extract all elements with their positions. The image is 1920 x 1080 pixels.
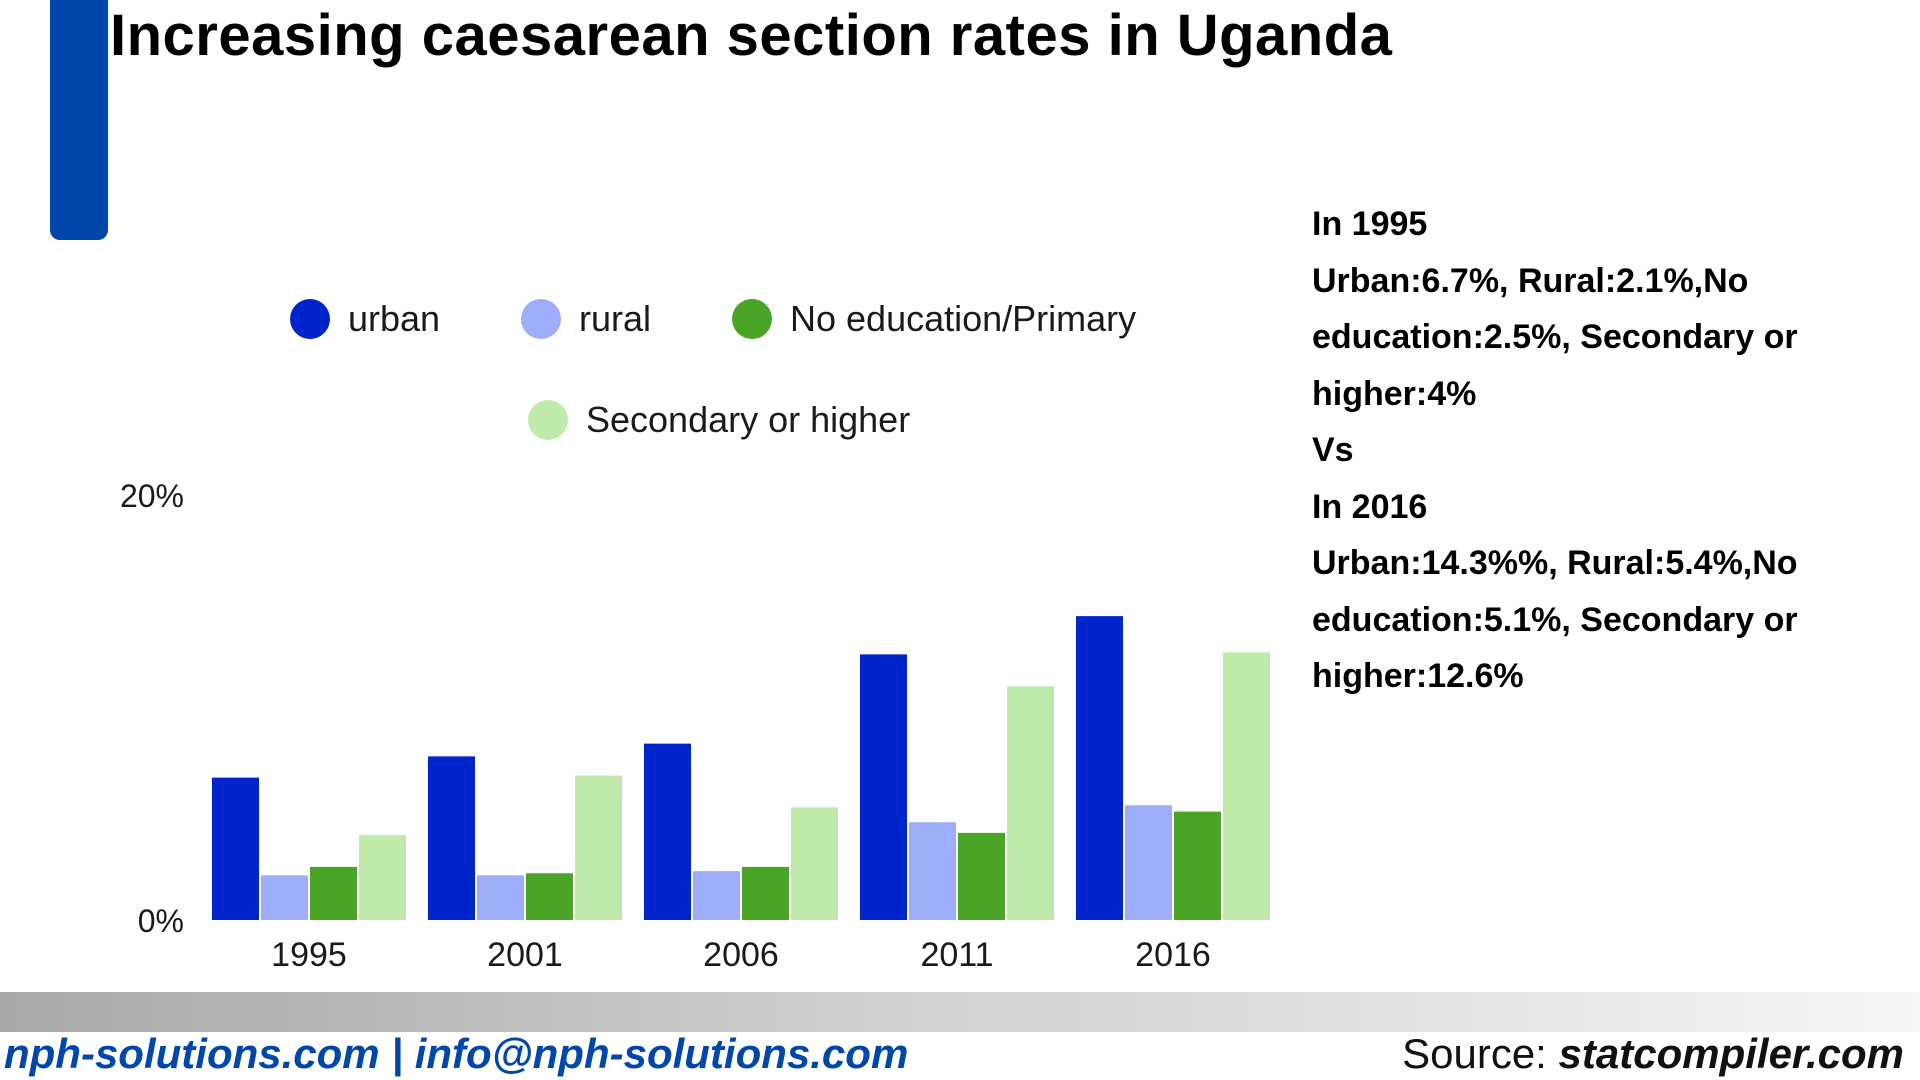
legend-item-urban: urban [290,298,440,340]
summary-line-4: In 2016 [1312,487,1428,526]
legend-dot-rural [521,299,561,339]
legend-label-urban: urban [348,298,441,339]
bar-2006-0 [644,743,691,920]
x-tick-label: 2006 [703,936,779,974]
summary-line-3: Vs [1312,431,1354,469]
page-title: Increasing caesarean section rates in Ug… [110,3,1393,68]
summary-panel: In 1995 Urban:6.7%, Rural:2.1%,No educat… [1312,196,1902,705]
legend-label-secondary: Secondary or higher [586,399,911,440]
legend-item-secondary: Secondary or higher [528,399,910,441]
bar-2016-1 [1125,805,1172,920]
footer-strip [0,992,1920,1032]
summary-line-1: In 1995 [1312,205,1428,243]
x-tick-label: 1995 [271,936,347,974]
y-tick-label: 20% [120,478,184,514]
footer-contact: nph-solutions.com | info@nph-solutions.c… [4,1030,909,1077]
legend-item-rural: rural [521,298,651,340]
bar-2016-2 [1174,811,1221,920]
bar-2016-0 [1076,616,1123,920]
summary-line-2: Urban:6.7%, Rural:2.1%,No education:2.5%… [1312,261,1798,413]
bar-1995-3 [359,835,406,920]
x-tick-label: 2001 [487,936,563,974]
x-tick-label: 2016 [1135,936,1211,974]
footer-source: Source: statcompiler.com [1402,1030,1904,1078]
legend-label-no-education: No education/Primary [790,298,1137,339]
legend-dot-urban [290,299,330,339]
y-tick-label: 0% [138,903,184,939]
bar-2006-1 [693,871,740,920]
source-prefix: Source: [1402,1030,1559,1077]
bar-2011-0 [860,654,907,920]
bar-1995-2 [310,866,357,920]
bar-2011-1 [909,822,956,920]
bar-2011-3 [1007,686,1054,920]
legend-dot-secondary [528,400,568,440]
bar-2001-0 [428,756,475,920]
summary-line-5: Urban:14.3%%, Rural:5.4%,No education:5.… [1312,544,1798,695]
bar-2006-2 [742,866,789,920]
x-tick-label: 2011 [920,936,993,974]
bar-2016-3 [1223,652,1270,920]
bar-2001-2 [526,873,573,920]
bar-2001-3 [575,775,622,920]
legend-dot-no-education [732,299,772,339]
bar-2001-1 [477,875,524,920]
bar-1995-0 [212,777,259,920]
source-site: statcompiler.com [1558,1030,1904,1077]
bar-1995-1 [261,875,308,920]
legend-item-no-education: No education/Primary [732,298,1136,340]
legend-label-rural: rural [579,298,652,339]
bar-2006-3 [791,807,838,920]
bar-2011-2 [958,832,1005,920]
bar-chart: 0% 20% 1995 2001 2006 2011 2016 [120,478,1270,974]
accent-bar [50,0,108,240]
